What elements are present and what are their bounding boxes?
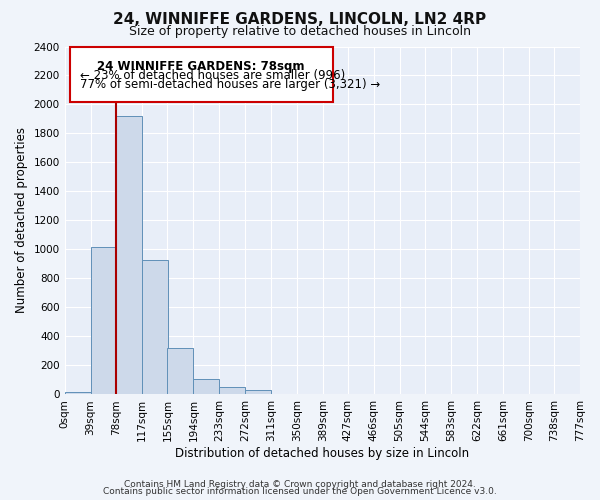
Y-axis label: Number of detached properties: Number of detached properties <box>15 128 28 314</box>
Bar <box>193 378 219 394</box>
Text: 24, WINNIFFE GARDENS, LINCOLN, LN2 4RP: 24, WINNIFFE GARDENS, LINCOLN, LN2 4RP <box>113 12 487 28</box>
Bar <box>91 246 116 394</box>
FancyBboxPatch shape <box>70 46 332 102</box>
Bar <box>245 390 271 394</box>
Bar <box>116 116 142 394</box>
Bar <box>167 348 193 395</box>
Text: ← 23% of detached houses are smaller (996): ← 23% of detached houses are smaller (99… <box>80 69 346 82</box>
Text: Size of property relative to detached houses in Lincoln: Size of property relative to detached ho… <box>129 25 471 38</box>
Bar <box>142 260 168 394</box>
Bar <box>65 392 91 394</box>
X-axis label: Distribution of detached houses by size in Lincoln: Distribution of detached houses by size … <box>175 447 469 460</box>
Bar <box>219 387 245 394</box>
Text: 77% of semi-detached houses are larger (3,321) →: 77% of semi-detached houses are larger (… <box>80 78 380 91</box>
Text: Contains HM Land Registry data © Crown copyright and database right 2024.: Contains HM Land Registry data © Crown c… <box>124 480 476 489</box>
Text: Contains public sector information licensed under the Open Government Licence v3: Contains public sector information licen… <box>103 488 497 496</box>
Text: 24 WINNIFFE GARDENS: 78sqm: 24 WINNIFFE GARDENS: 78sqm <box>97 60 305 74</box>
